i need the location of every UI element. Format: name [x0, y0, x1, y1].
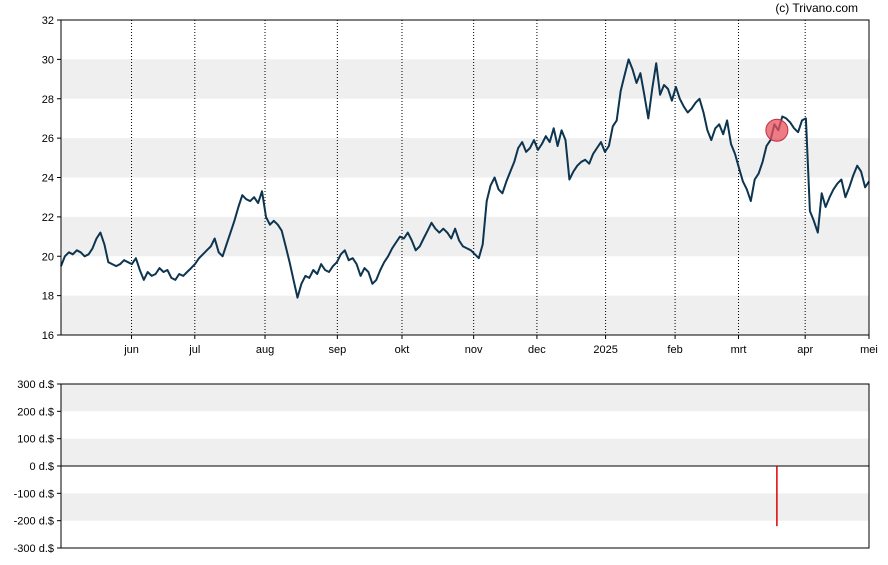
volume-y-tick-label: 100 d.$	[17, 434, 54, 446]
volume-y-tick-label: -200 d.$	[14, 516, 54, 528]
price-band	[61, 138, 869, 178]
price-y-tick-label: 30	[42, 54, 54, 66]
price-x-tick-label: dec	[528, 344, 546, 356]
price-x-axis-ticks: jun jul aug sep okt nov dec 2025 feb mrt apr mei	[123, 335, 878, 356]
volume-y-tick-label: -300 d.$	[14, 543, 54, 555]
price-grid-bands	[61, 59, 869, 335]
price-y-tick-label: 18	[42, 291, 54, 303]
price-y-tick-label: 28	[42, 94, 54, 106]
price-y-tick-label: 26	[42, 133, 54, 145]
volume-y-tick-label: 0 d.$	[30, 461, 54, 473]
price-y-tick-label: 16	[42, 330, 54, 342]
price-band	[61, 216, 869, 257]
price-x-tick-label: feb	[667, 344, 682, 356]
price-x-tick-label: mei	[860, 344, 878, 356]
volume-y-tick-label: 200 d.$	[17, 406, 54, 418]
volume-plot-frame	[60, 383, 870, 549]
price-x-tick-label: mrt	[731, 344, 747, 356]
price-x-tick-label: jun	[123, 344, 139, 356]
volume-y-tick-label: 300 d.$	[17, 379, 54, 391]
price-x-tick-label: nov	[465, 344, 483, 356]
price-plot-frame	[60, 19, 870, 336]
price-x-tick-label: apr	[797, 344, 813, 356]
price-y-tick-label: 24	[42, 173, 54, 185]
price-y-tick-label: 20	[42, 251, 54, 263]
volume-y-axis-ticks: 300 d.$ 200 d.$ 100 d.$ 0 d.$ -100 d.$ -200 d…	[14, 379, 61, 555]
price-x-tick-label: aug	[256, 344, 274, 356]
price-series-line	[60, 58, 870, 299]
volume-grid-bands	[61, 384, 869, 521]
price-x-tick-label: 2025	[593, 344, 617, 356]
volume-panel: 300 d.$ 200 d.$ 100 d.$ 0 d.$ -100 d.$ -200 d…	[14, 379, 870, 555]
price-x-tick-label: sep	[328, 344, 346, 356]
price-signal-marker	[765, 118, 789, 142]
volume-band	[61, 384, 869, 412]
price-y-axis-ticks: 16 18 20 22 24 26 28 30 32	[42, 15, 61, 342]
price-panel: 16 18 20 22 24 26 28 30 32 jun jul aug sep okt nov dec…	[42, 15, 878, 356]
price-band	[61, 59, 869, 99]
price-y-tick-label: 32	[42, 15, 54, 27]
price-y-tick-label: 22	[42, 212, 54, 224]
price-x-tick-label: okt	[395, 344, 410, 356]
price-band	[61, 295, 869, 335]
volume-y-tick-label: -100 d.$	[14, 488, 54, 500]
volume-band	[61, 493, 869, 521]
credit-label: (c) Trivano.com	[775, 1, 858, 15]
volume-band	[61, 438, 869, 466]
price-x-tick-label: jul	[188, 344, 200, 356]
